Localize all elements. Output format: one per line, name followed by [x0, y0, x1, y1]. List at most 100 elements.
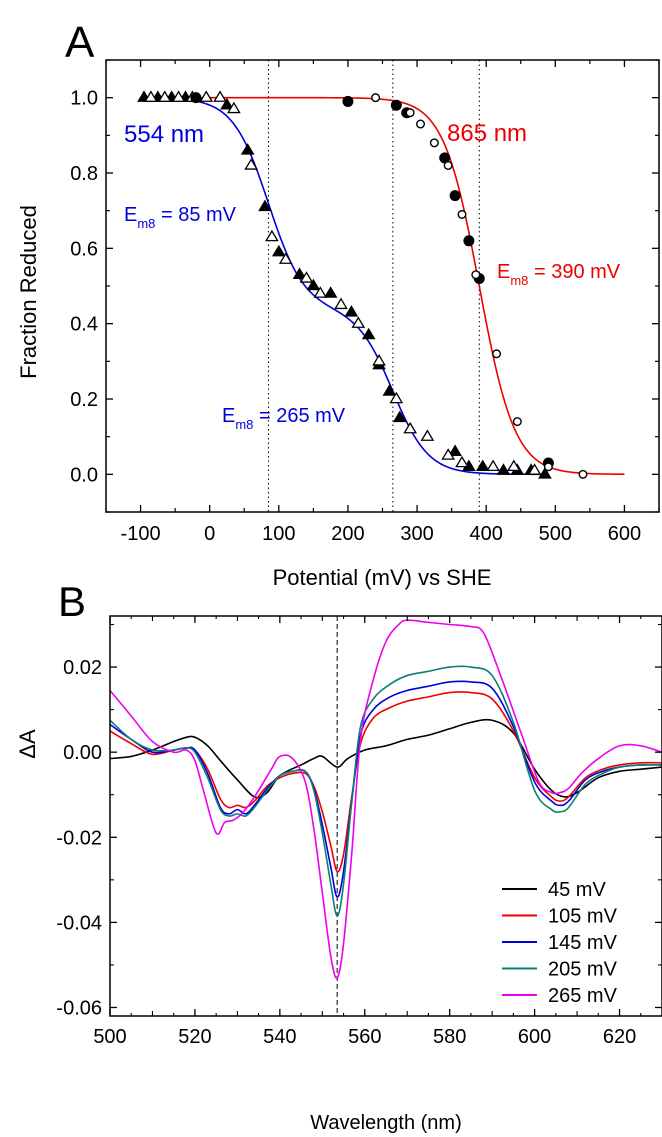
data-point-circle-open-5	[457, 209, 467, 219]
data-point-triangle-open-1	[157, 90, 172, 102]
panel-b-frame	[109, 615, 662, 1017]
data-point-circle-open-3	[429, 138, 439, 148]
data-point-circle-filled-1	[342, 95, 354, 107]
data-point-circle-filled-0	[190, 92, 202, 104]
data-point-circle-open-6	[471, 270, 481, 280]
panel-b-chart: B 500 520 540 560 580 600 620 -0.06 -0.04 -0.02 0.…	[15, 578, 662, 1134]
b-x-tick-label-3: 560	[348, 1026, 381, 1048]
data-point-triangle-open-18	[441, 448, 456, 460]
data-point-triangle-open-6	[227, 101, 241, 114]
legend-label-3: 205 mV	[548, 959, 618, 981]
panel-a-chart: A -100 0 100 200 300 400 500 600 0.0 0.2 0.4 0.6 0.8…	[16, 18, 660, 590]
y-tick-label-0: 0.0	[70, 464, 98, 486]
data-point-triangle-open-9	[278, 252, 293, 264]
data-point-circle-open-1	[405, 108, 415, 118]
panel-a-xlabel: Potential (mV) vs SHE	[273, 565, 492, 590]
legend-label-1: 105 mV	[548, 906, 618, 928]
b-y-tick-label-3: 0.00	[63, 742, 102, 764]
b-y-tick-label-1: -0.04	[56, 912, 102, 934]
y-tick-label-4: 0.8	[70, 163, 98, 185]
data-point-triangle-open-20	[486, 459, 500, 472]
x-tick-label-1: 0	[204, 523, 215, 545]
data-point-circle-open-10	[578, 469, 588, 479]
legend-label-0: 45 mV	[548, 879, 606, 901]
data-point-triangle-open-0	[144, 90, 158, 102]
data-point-triangle-filled-14	[382, 384, 397, 396]
y-tick-label-3: 0.6	[70, 238, 98, 260]
data-point-triangle-open-10	[299, 271, 314, 283]
data-point-triangle-open-14	[372, 354, 386, 366]
x-tick-label-5: 400	[470, 523, 503, 545]
legend-label-2: 145 mV	[548, 932, 618, 954]
data-point-triangle-filled-8	[292, 267, 307, 279]
data-point-triangle-open-5	[213, 90, 227, 102]
x-tick-label-0: -100	[121, 523, 161, 545]
data-point-triangle-open-15	[389, 391, 404, 404]
data-point-triangle-open-4	[199, 90, 214, 102]
panel-a-ylabel: Fraction Reduced	[16, 205, 41, 379]
b-x-tick-label-6: 620	[603, 1026, 636, 1048]
b-x-tick-label-5: 600	[518, 1026, 551, 1048]
b-y-tick-label-4: 0.02	[63, 657, 102, 679]
fit-curve-865nm	[195, 96, 625, 476]
data-point-triangle-open-17	[420, 429, 435, 441]
data-point-triangle-filled-9	[306, 278, 321, 291]
data-point-triangle-open-11	[313, 286, 328, 298]
x-tick-label-7: 600	[608, 523, 641, 545]
data-point-triangle-filled-7	[271, 244, 286, 257]
legend-label-4: 265 mV	[548, 985, 618, 1007]
b-x-tick-label-2: 540	[263, 1026, 296, 1048]
data-point-triangle-filled-19	[496, 463, 511, 475]
data-point-circle-open-4	[443, 160, 453, 170]
data-point-triangle-filled-10	[323, 286, 338, 298]
x-tick-label-3: 200	[331, 523, 364, 545]
b-y-tick-label-2: -0.02	[56, 827, 102, 849]
y-tick-label-2: 0.4	[70, 314, 98, 336]
label-em-85: Em8 = 85 mV	[124, 204, 237, 231]
data-point-triangle-filled-16	[448, 444, 462, 456]
data-point-triangle-open-16	[403, 421, 417, 434]
data-point-circle-open-0	[371, 93, 381, 103]
b-x-tick-label-1: 520	[178, 1026, 211, 1048]
fit-curve-554nm	[140, 97, 542, 476]
data-point-triangle-filled-5	[240, 143, 255, 155]
data-point-triangle-open-8	[265, 229, 279, 242]
spectrum-line-0	[109, 718, 662, 799]
x-tick-label-2: 100	[262, 523, 295, 545]
spectrum-line-1	[109, 691, 662, 873]
b-x-tick-label-0: 500	[93, 1026, 126, 1048]
data-point-circle-filled-2	[390, 99, 402, 111]
panel-b-xlabel: Wavelength (nm)	[310, 1112, 462, 1134]
data-point-circle-open-2	[416, 119, 426, 129]
data-point-circle-open-8	[512, 417, 522, 427]
data-point-triangle-filled-12	[361, 327, 376, 340]
data-point-triangle-filled-4	[220, 97, 234, 110]
y-tick-label-1: 0.2	[70, 389, 98, 411]
legend: 45 mV 105 mV 145 mV 205 mV 265 mV	[502, 879, 618, 1007]
spectrum-line-3	[109, 665, 662, 917]
data-point-circle-filled-6	[463, 235, 475, 247]
data-point-triangle-open-2	[171, 90, 186, 102]
spectrum-line-4	[109, 619, 662, 979]
data-point-triangle-filled-22	[538, 467, 552, 479]
data-point-circle-open-9	[543, 462, 553, 472]
data-point-triangle-open-19	[455, 455, 469, 468]
data-point-triangle-filled-6	[258, 199, 272, 212]
data-point-triangle-filled-15	[392, 410, 407, 423]
data-point-circle-filled-5	[449, 190, 461, 202]
data-point-triangle-filled-11	[344, 305, 359, 317]
b-y-tick-label-0: -0.06	[56, 997, 102, 1019]
panel-a-label: A	[65, 18, 95, 67]
b-x-tick-label-4: 580	[433, 1026, 466, 1048]
data-point-triangle-open-12	[334, 297, 348, 310]
panel-b-label: B	[58, 578, 86, 625]
label-865nm: 865 nm	[447, 120, 527, 147]
label-em-265: Em8 = 265 mV	[222, 405, 346, 432]
data-point-triangle-open-7	[244, 158, 259, 170]
x-tick-label-6: 500	[539, 523, 572, 545]
y-tick-label-5: 1.0	[70, 88, 98, 110]
data-point-triangle-open-22	[527, 463, 542, 475]
data-point-circle-open-7	[492, 349, 502, 359]
panel-b-ylabel: ΔA	[15, 729, 40, 759]
